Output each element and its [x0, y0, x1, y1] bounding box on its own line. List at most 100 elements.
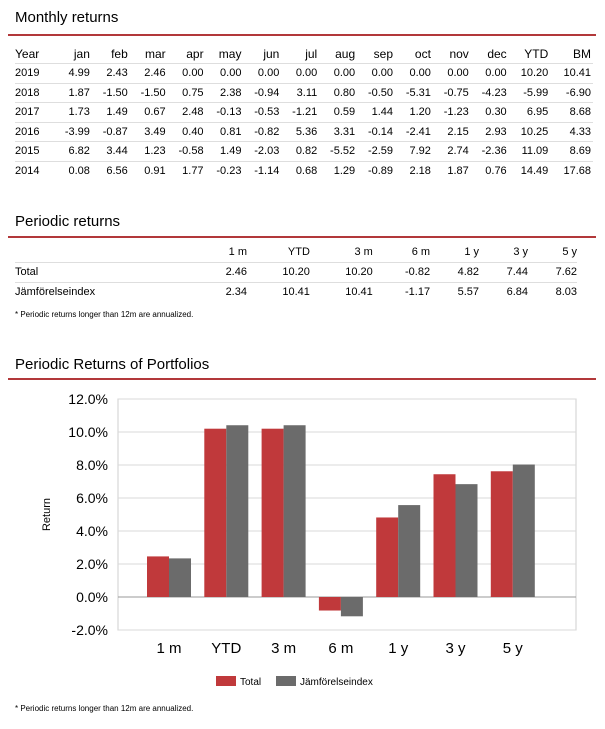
x-tick-label: 5 y	[503, 640, 524, 657]
monthly-cell: 1.87	[52, 82, 90, 103]
bar-total	[376, 517, 399, 597]
monthly-header-11: nov	[449, 47, 469, 61]
monthly-cell: -1.23	[430, 102, 469, 122]
periodic-header-5: 1 y	[464, 246, 480, 258]
monthly-header-9: sep	[373, 47, 394, 61]
y-axis-label: Return	[41, 498, 53, 531]
monthly-header-14: BM	[573, 47, 591, 61]
y-tick-label: 12.0%	[68, 391, 108, 407]
chart-section-rule	[8, 378, 596, 380]
monthly-header-5: may	[218, 47, 242, 61]
periodic-header-1: 1 m	[228, 246, 247, 258]
monthly-cell: 17.68	[548, 160, 593, 180]
monthly-cell: 0.82	[279, 141, 318, 161]
legend-label-index: Jämförelseindex	[300, 677, 373, 688]
monthly-cell: 2.48	[165, 102, 204, 122]
monthly-cell: 5.36	[279, 121, 318, 142]
periodic-cell: -0.82	[372, 262, 431, 282]
monthly-cell: 2017	[15, 102, 52, 122]
monthly-cell: 6.56	[89, 160, 128, 180]
monthly-cell: 3.11	[279, 82, 318, 103]
monthly-cell: 0.00	[355, 63, 394, 83]
periodic-cell: 7.62	[528, 262, 577, 282]
monthly-header-13: YTD	[524, 47, 549, 61]
monthly-cell: -0.94	[241, 82, 280, 103]
table-row: Total 2.46 10.20 10.20 -0.82 4.82 7.44 7.62	[15, 262, 577, 282]
periodic-cell: 5.57	[430, 281, 480, 301]
monthly-cell: 2018	[15, 82, 52, 103]
monthly-cell: 2.46	[127, 63, 166, 83]
monthly-cell: -5.31	[393, 82, 431, 103]
x-tick-label: 3 y	[445, 640, 466, 657]
periodic-cell: 4.82	[430, 262, 480, 282]
periodic-cell: 10.20	[246, 262, 310, 282]
x-tick-label: 3 m	[271, 640, 296, 657]
monthly-cell: 7.92	[393, 141, 431, 161]
monthly-cell: -5.52	[317, 141, 356, 161]
periodic-header-7: 5 y	[562, 246, 577, 258]
table-row: 2017 1.73 1.49 0.67 2.48 -0.13 -0.53 -1.21 0.59 1…	[15, 102, 593, 122]
table-row: 2015 6.82 3.44 1.23 -0.58 1.49 -2.03 0.82 -5.52-…	[15, 141, 593, 161]
monthly-cell: 2.38	[203, 82, 242, 103]
monthly-cell: 4.33	[548, 121, 593, 142]
monthly-cell: -2.41	[393, 121, 431, 142]
monthly-cell: 0.76	[468, 160, 507, 180]
monthly-header-1: jan	[73, 47, 90, 61]
bar-index	[398, 505, 421, 597]
monthly-cell: 2019	[15, 63, 52, 83]
monthly-cell: 0.67	[127, 102, 166, 122]
monthly-cell: 1.29	[317, 160, 356, 180]
legend-swatch-index	[276, 676, 296, 686]
chart-note: * Periodic returns longer than 12m are a…	[15, 704, 194, 713]
periodic-cell: 10.41	[246, 281, 310, 301]
periodic-header-0	[15, 242, 198, 263]
x-tick-label: 1 y	[388, 640, 409, 657]
monthly-cell: 0.30	[468, 102, 507, 122]
y-tick-label: 2.0%	[76, 556, 108, 572]
monthly-header-3: mar	[145, 47, 166, 61]
monthly-cell: 2015	[15, 141, 52, 161]
monthly-cell: -2.59	[355, 141, 394, 161]
monthly-cell: -4.23	[468, 82, 507, 103]
bar-total	[318, 597, 341, 611]
monthly-cell: 0.00	[317, 63, 356, 83]
monthly-cell: 1.49	[89, 102, 128, 122]
y-tick-label: -2.0%	[71, 622, 108, 638]
monthly-cell: 11.09	[506, 141, 549, 161]
monthly-header-7: jul	[305, 47, 318, 61]
monthly-cell: -0.89	[355, 160, 394, 180]
monthly-cell: 1.49	[203, 141, 242, 161]
monthly-cell: -0.53	[241, 102, 280, 122]
periodic-cell: 10.41	[309, 281, 373, 301]
monthly-cell: 6.95	[506, 102, 549, 122]
bar-index	[455, 484, 478, 597]
x-tick-label: 6 m	[328, 640, 353, 657]
monthly-cell: 0.59	[317, 102, 356, 122]
monthly-cell: 0.00	[241, 63, 280, 83]
x-tick-label: YTD	[211, 640, 241, 657]
monthly-cell: 1.20	[393, 102, 431, 122]
monthly-cell: 0.00	[165, 63, 204, 83]
bar-total	[261, 428, 284, 597]
monthly-cell: 0.08	[52, 160, 90, 180]
monthly-cell: 0.75	[165, 82, 204, 103]
monthly-cell: -1.50	[89, 82, 128, 103]
monthly-header-10: oct	[414, 47, 431, 61]
periodic-cell: -1.17	[372, 281, 431, 301]
periodic-header-3: 3 m	[354, 246, 373, 258]
monthly-cell: 8.69	[548, 141, 593, 161]
y-tick-label: 6.0%	[76, 490, 108, 506]
monthly-cell: 4.99	[52, 63, 90, 83]
monthly-cell: -0.58	[165, 141, 204, 161]
legend-label-total: Total	[240, 677, 261, 688]
monthly-cell: -1.21	[279, 102, 318, 122]
table-row: 2018 1.87 -1.50 -1.50 0.75 2.38 -0.94 3.11 0.80-…	[15, 82, 593, 103]
monthly-cell: -3.99	[52, 121, 90, 142]
monthly-returns-table: Year jan feb mar apr may jun jul aug sep oct nov dec…	[15, 45, 593, 180]
x-tick-label: 1 m	[156, 640, 181, 657]
monthly-cell: -2.36	[468, 141, 507, 161]
periodic-cell: Total	[15, 262, 199, 282]
y-tick-label: 8.0%	[76, 457, 108, 473]
monthly-cell: 0.68	[279, 160, 318, 180]
